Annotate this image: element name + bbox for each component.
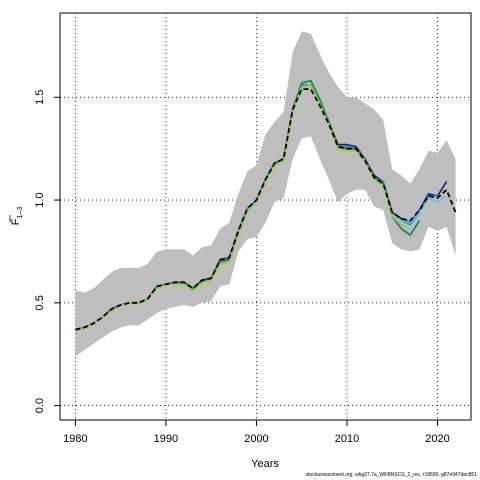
series-line-4 <box>391 195 448 224</box>
series-line-6 <box>75 88 457 331</box>
source-footnote: stockassessment.org, wkg27.7a_WKBNSCS_2_… <box>305 472 478 478</box>
y-tick-label: 0.0 <box>34 398 46 413</box>
confidence-band <box>75 31 456 357</box>
y-axis-title-main: F <box>10 218 22 225</box>
y-axis-title-sub: 1–3 <box>17 207 24 219</box>
x-tick-label: 2020 <box>425 433 449 445</box>
y-tick-label: 1.5 <box>34 90 46 105</box>
y-axis: 0.0 0.5 1.0 1.5 <box>34 90 60 413</box>
y-axis-title: F1–3 <box>9 207 24 226</box>
x-axis-title: Years <box>251 458 279 470</box>
plot-frame <box>59 12 472 421</box>
y-tick-label: 1.0 <box>34 192 46 207</box>
x-tick-label: 1990 <box>154 433 178 445</box>
x-tick-label: 2010 <box>335 433 359 445</box>
x-tick-label: 2000 <box>244 433 268 445</box>
x-tick-label: 1980 <box>63 433 87 445</box>
svg-text:F1–3: F1–3 <box>10 207 24 226</box>
x-axis: 1980 1990 2000 2010 2020 <box>63 420 450 445</box>
series-lines <box>75 79 457 333</box>
y-tick-label: 0.5 <box>34 295 46 310</box>
band-area <box>75 31 456 357</box>
